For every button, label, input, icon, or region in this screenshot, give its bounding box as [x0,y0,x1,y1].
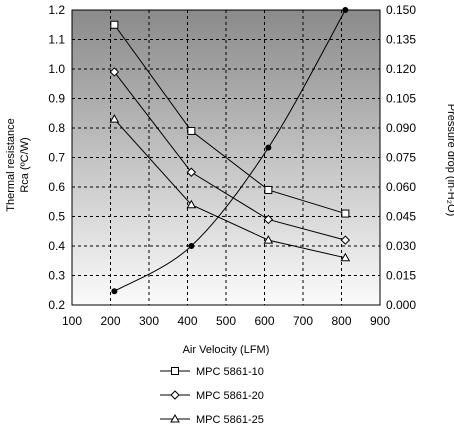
y-right-tick-label: 0.075 [386,151,416,165]
series-line-1 [113,24,346,215]
y-right-tick-label: 0.120 [386,62,416,76]
pressure-point [111,288,118,295]
pressure-point [342,7,349,13]
y-axis-label-left-line2: Rca (ºC/W) [19,137,31,192]
y-right-tick-label: 0.150 [386,3,416,17]
x-tick-label: 400 [177,314,197,328]
x-tick-label: 500 [216,314,236,328]
x-tick-label: 300 [139,314,159,328]
triangle-point [186,199,197,209]
series-line-2 [113,71,346,241]
y-right-tick-label: 0.015 [386,269,416,283]
legend-triangle-marker [170,413,180,423]
y-left-tick-label: 0.9 [48,92,65,106]
triangle-point [340,252,351,262]
pressure-point [188,243,195,249]
y-left-tick-label: 0.4 [48,239,65,253]
diamond-point [340,235,351,245]
series-line-3 [113,118,346,259]
axes: 100 200 300 400 500 600 700 800 900 0.2 0.000 0.3 0.… [48,3,416,328]
x-tick-label: 100 [62,314,82,328]
y-left-tick-label: 1.0 [48,62,65,76]
square-point [264,185,273,194]
x-tick-label: 800 [331,314,351,328]
square-point [110,20,119,29]
y-left-tick-label: 0.3 [48,269,65,283]
y-right-tick-label: 0.060 [386,180,416,194]
legend-item-3: MPC 5861-25 [160,413,264,426]
y-right-tick-label: 0.090 [386,121,416,135]
legend-item-1: MPC 5861-10 [160,366,264,378]
y-left-tick-label: 0.2 [48,298,65,312]
legend-label-3: MPC 5861-25 [196,414,264,426]
y-left-tick-label: 0.5 [48,210,65,224]
triangle-point [263,235,274,244]
diamond-point [263,214,274,225]
y-left-tick-label: 1.2 [48,3,65,17]
y-left-tick-label: 0.6 [48,180,65,194]
legend-diamond-marker [170,390,180,400]
grid [72,10,380,305]
diamond-point [186,167,197,177]
pressure-point [265,144,272,151]
series-markers [109,7,351,295]
y-right-tick-label: 0.000 [386,298,416,312]
y-left-tick-label: 0.7 [48,151,65,165]
y-right-tick-label: 0.045 [386,210,416,224]
legend: MPC 5861-10 MPC 5861-20 MPC 5861-25 [160,366,264,426]
series-line-4 [114,9,346,292]
x-axis-label: Air Velocity (LFM) [183,344,270,356]
square-point [187,126,196,135]
y-axis-label-right: Pressure drop (in-H₂O) [445,104,454,216]
y-left-tick-label: 0.8 [48,121,65,135]
y-axis-label-left-line1: Thermal resistance [5,118,17,212]
x-tick-label: 600 [254,314,274,328]
legend-label-2: MPC 5861-20 [196,390,264,402]
x-tick-label: 200 [100,314,120,328]
x-tick-label: 700 [293,314,313,328]
square-point [341,209,350,218]
y-right-tick-label: 0.135 [386,33,416,47]
diamond-point [109,67,120,77]
legend-item-2: MPC 5861-20 [160,390,264,402]
series-lines [113,9,346,292]
legend-label-1: MPC 5861-10 [196,366,264,378]
legend-square-marker [171,367,179,375]
y-left-tick-label: 1.1 [48,33,65,47]
triangle-point [109,114,120,123]
x-tick-label: 900 [370,314,390,328]
y-right-tick-label: 0.030 [386,239,416,253]
y-right-tick-label: 0.105 [386,92,416,106]
